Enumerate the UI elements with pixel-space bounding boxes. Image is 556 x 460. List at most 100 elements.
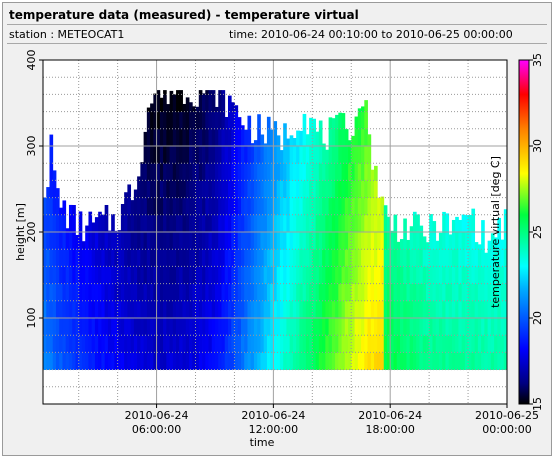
heatmap-cell xyxy=(133,335,138,353)
heatmap-cell xyxy=(331,163,336,181)
heatmap-cell xyxy=(176,232,180,250)
heatmap-cell xyxy=(46,197,50,216)
heatmap-cell xyxy=(202,266,206,284)
heatmap-cell xyxy=(192,163,196,181)
heatmap-cell xyxy=(231,180,235,198)
heatmap-cell xyxy=(286,197,291,216)
heatmap-cell xyxy=(283,249,287,267)
heatmap-cell xyxy=(198,214,203,233)
heatmap-cell xyxy=(159,318,164,336)
heatmap-cell xyxy=(283,352,287,370)
heatmap-cell xyxy=(286,214,291,233)
colorbar-tick-label: 25 xyxy=(531,225,544,239)
heatmap-cell xyxy=(192,232,196,250)
heatmap-cell xyxy=(172,214,177,233)
heatmap-cell xyxy=(341,163,346,181)
heatmap-cell xyxy=(146,283,151,302)
heatmap-cell xyxy=(348,249,352,267)
heatmap-cell xyxy=(354,214,359,233)
heatmap-cell xyxy=(322,143,326,147)
heatmap-cell xyxy=(81,352,86,370)
heatmap-cell xyxy=(292,318,297,336)
heatmap-cell xyxy=(318,232,323,250)
heatmap-cell xyxy=(172,335,177,353)
heatmap-cell xyxy=(62,266,67,284)
heatmap-cell xyxy=(153,214,157,233)
heatmap-cell xyxy=(448,283,453,302)
heatmap-cell xyxy=(247,266,252,284)
heatmap-cell xyxy=(387,352,391,370)
heatmap-cell xyxy=(338,197,342,216)
heatmap-cell xyxy=(374,300,378,319)
heatmap-cell xyxy=(374,318,378,336)
heatmap-cell xyxy=(176,335,180,353)
heatmap-cell xyxy=(172,232,177,250)
heatmap-cell xyxy=(218,249,222,267)
heatmap-cell xyxy=(309,214,313,233)
heatmap-cell xyxy=(331,197,336,216)
heatmap-cell xyxy=(234,318,239,336)
heatmap-cell xyxy=(325,180,329,198)
heatmap-cell xyxy=(331,352,336,370)
heatmap-cell xyxy=(94,300,99,319)
heatmap-cell xyxy=(72,300,76,319)
heatmap-cell xyxy=(117,230,122,233)
y-tick-label: 400 xyxy=(25,50,38,71)
heatmap-cell xyxy=(244,335,248,353)
heatmap-cell xyxy=(292,163,297,181)
heatmap-cell xyxy=(101,266,106,284)
heatmap-cell xyxy=(146,107,151,112)
heatmap-cell xyxy=(270,232,274,250)
heatmap-cell xyxy=(159,283,164,302)
heatmap-cell xyxy=(448,266,453,284)
heatmap-cell xyxy=(192,111,196,130)
heatmap-cell xyxy=(367,266,372,284)
heatmap-cell xyxy=(322,146,326,164)
heatmap-cell xyxy=(270,197,274,216)
heatmap-cell xyxy=(101,335,106,353)
heatmap-cell xyxy=(166,163,170,181)
heatmap-cell xyxy=(127,283,132,302)
heatmap-cell xyxy=(208,283,213,302)
heatmap-cell xyxy=(328,232,333,250)
heatmap-cell xyxy=(156,352,161,370)
heatmap-cell xyxy=(163,232,167,250)
heatmap-cell xyxy=(159,335,164,353)
heatmap-cell xyxy=(107,300,112,319)
heatmap-cell xyxy=(361,300,365,319)
heatmap-cell xyxy=(205,232,209,250)
heatmap-cell xyxy=(351,163,355,181)
heatmap-cell xyxy=(299,197,304,216)
heatmap-cell xyxy=(143,283,148,302)
heatmap-cell xyxy=(312,128,317,147)
heatmap-cell xyxy=(198,283,203,302)
heatmap-cell xyxy=(442,283,446,302)
heatmap-cell xyxy=(325,232,329,250)
heatmap-cell xyxy=(335,249,339,267)
heatmap-cell xyxy=(156,266,161,284)
heatmap-cell xyxy=(266,300,271,319)
heatmap-cell xyxy=(442,266,446,284)
heatmap-cell xyxy=(364,214,368,233)
heatmap-cell xyxy=(237,197,242,216)
heatmap-cell xyxy=(169,90,174,95)
heatmap-cell xyxy=(185,163,190,181)
heatmap-cell xyxy=(133,214,138,233)
heatmap-cell xyxy=(120,283,125,302)
heatmap-cell xyxy=(205,197,209,216)
heatmap-cell xyxy=(150,197,154,216)
heatmap-cell xyxy=(218,318,222,336)
heatmap-cell xyxy=(72,283,76,302)
heatmap-cell xyxy=(163,318,167,336)
heatmap-cell xyxy=(270,318,274,336)
heatmap-cell xyxy=(276,283,281,302)
heatmap-cell xyxy=(338,232,342,250)
heatmap-cell xyxy=(163,249,167,267)
heatmap-cell xyxy=(390,232,394,250)
heatmap-cell xyxy=(156,128,161,147)
heatmap-cell xyxy=(419,225,424,233)
heatmap-cell xyxy=(198,249,203,267)
heatmap-cell xyxy=(318,180,323,198)
heatmap-cell xyxy=(270,180,274,198)
heatmap-cell xyxy=(91,266,96,284)
